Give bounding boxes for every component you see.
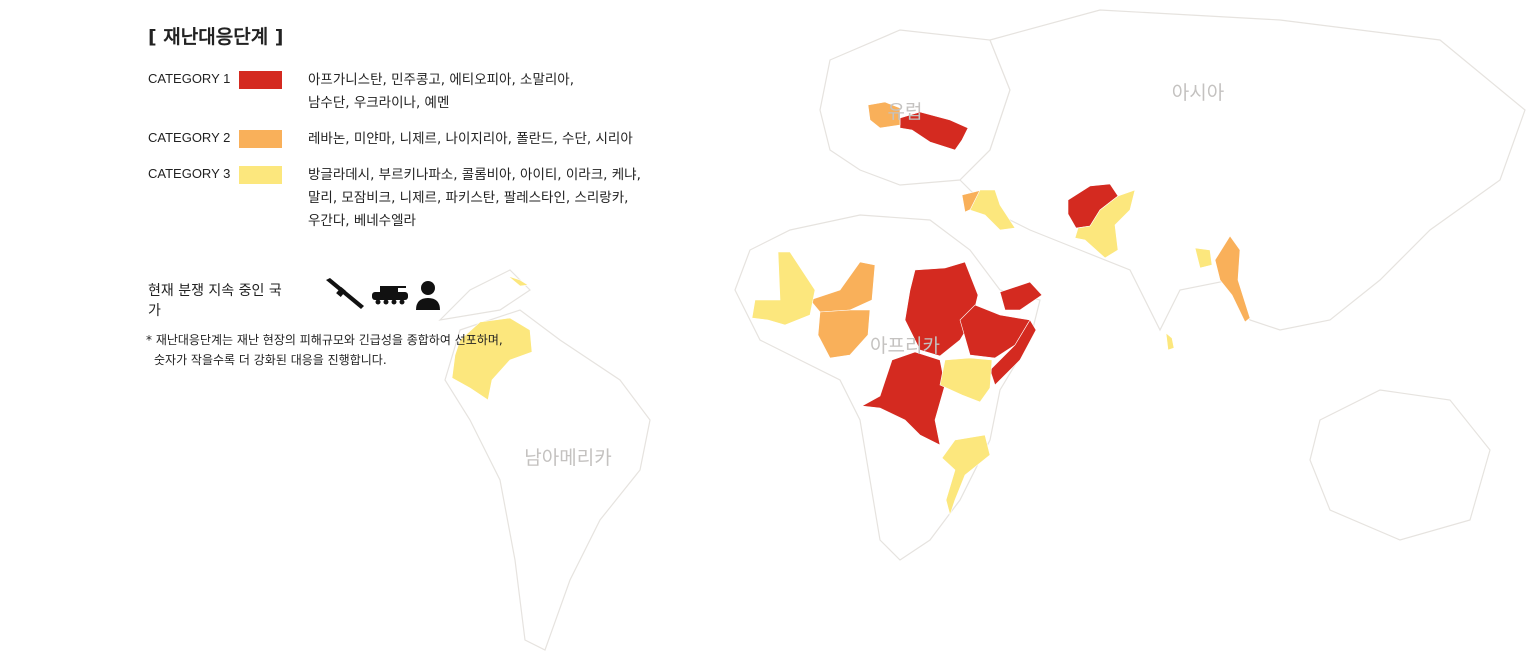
legend: [ 재난대응단계 ] CATEGORY 1 아프가니스탄, 민주콩고, 에티오피아… (146, 22, 641, 367)
country-list: 레바논, 미얀마, 니제르, 나이지리아, 폴란드, 수단, 시리아 (308, 128, 633, 151)
venezuela-colombia (451, 317, 533, 401)
category-swatch (239, 71, 282, 89)
dr-congo (861, 351, 946, 446)
nigeria (817, 309, 871, 359)
country-line: 우간다, 베네수엘라 (308, 213, 416, 229)
country-line: 남수단, 우크라이나, 예멘 (308, 95, 450, 111)
somalia (989, 319, 1037, 386)
country-line: 방글라데시, 부르키나파소, 콜롬비아, 아이티, 이라크, 케냐, (308, 167, 641, 183)
map-label: 아시아 (1172, 82, 1224, 104)
yemen (999, 281, 1043, 311)
note: * 재난대응단계는 재난 현장의 피해규모와 긴급성을 종합하여 선포하며, 숫… (146, 330, 503, 370)
category-swatch (239, 166, 282, 184)
note-line: * 재난대응단계는 재난 현장의 피해규모와 긴급성을 종합하여 선포하며, (146, 333, 503, 347)
kenya-uganda (939, 357, 993, 403)
category-label: CATEGORY 3 (148, 166, 231, 181)
tank-icon (372, 286, 408, 305)
legend-row: CATEGORY 2 레바논, 미얀마, 니제르, 나이지리아, 폴란드, 수단,… (148, 128, 633, 164)
rifle-icon (326, 278, 364, 309)
mali (751, 251, 816, 326)
conflict-label: 현재 분쟁 지속 중인 국가 (148, 283, 282, 319)
sri-lanka (1165, 332, 1175, 351)
country-list: 방글라데시, 부르키나파소, 콜롬비아, 아이티, 이라크, 케냐, 말리, 모잠… (308, 164, 641, 233)
country-line: 아프가니스탄, 민주콩고, 에티오피아, 소말리아, (308, 72, 575, 88)
note-line: 숫자가 작을수록 더 강화된 대응을 진행합니다. (154, 353, 387, 367)
map-label: 아프리카 (870, 335, 940, 357)
conflict-icons (326, 278, 440, 310)
legend-row: CATEGORY 1 아프가니스탄, 민주콩고, 에티오피아, 소말리아, 남수단,… (148, 69, 574, 128)
ukraine (899, 111, 969, 151)
category-label: CATEGORY 2 (148, 130, 231, 145)
oceania-outline (1309, 389, 1491, 541)
map-label: 남아메리카 (524, 447, 611, 469)
myanmar (1214, 235, 1251, 323)
legend-title: [ 재난대응단계 ] (148, 26, 284, 48)
country-line: 레바논, 미얀마, 니제르, 나이지리아, 폴란드, 수단, 시리아 (308, 131, 633, 147)
country-line: 말리, 모잠비크, 니제르, 파키스탄, 팔레스타인, 스리랑카, (308, 190, 629, 206)
soldier-icon (416, 281, 440, 310)
haiti (507, 275, 529, 287)
south-america-outline (444, 309, 651, 651)
bangladesh (1194, 247, 1213, 269)
iraq (969, 189, 1016, 231)
category-swatch (239, 130, 282, 148)
asia-outline (959, 9, 1526, 332)
south-sudan (904, 261, 979, 357)
map-label: 유럽 (888, 101, 923, 123)
country-list: 아프가니스탄, 민주콩고, 에티오피아, 소말리아, 남수단, 우크라이나, 예멘 (308, 69, 574, 115)
category-label: CATEGORY 1 (148, 71, 231, 86)
legend-rows: CATEGORY 1 아프가니스탄, 민주콩고, 에티오피아, 소말리아, 남수단,… (148, 69, 641, 246)
pakistan (1074, 189, 1136, 259)
poland (867, 101, 901, 129)
mozambique (941, 434, 991, 517)
legend-row: CATEGORY 3 방글라데시, 부르키나파소, 콜롬비아, 아이티, 이라크,… (148, 164, 641, 246)
